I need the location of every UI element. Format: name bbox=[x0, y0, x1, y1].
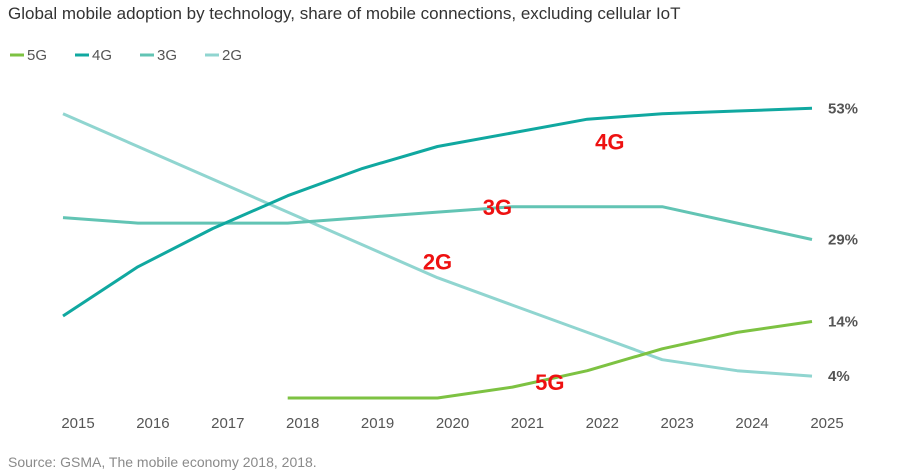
legend-label-2g: 2G bbox=[222, 47, 242, 64]
x-tick-label: 2015 bbox=[61, 415, 94, 432]
legend-label-3g: 3G bbox=[157, 47, 177, 64]
inline-label-3g: 3G bbox=[483, 195, 512, 220]
end-label-4g: 53% bbox=[828, 100, 858, 117]
series-line-2g bbox=[62, 112, 813, 378]
x-tick-label: 2021 bbox=[511, 415, 544, 432]
x-axis-ticks: 2015 2016 2017 2018 2019 2020 2021 2022 2023 2024… bbox=[61, 415, 843, 432]
legend-label-4g: 4G bbox=[92, 47, 112, 64]
x-tick-label: 2016 bbox=[136, 415, 169, 432]
chart-title: Global mobile adoption by technology, sh… bbox=[8, 4, 681, 23]
end-label-2g: 4% bbox=[828, 368, 850, 385]
legend: 5G 4G 3G 2G bbox=[10, 47, 242, 64]
series-line-5g bbox=[287, 320, 813, 400]
x-tick-label: 2023 bbox=[661, 415, 694, 432]
x-tick-label: 2025 bbox=[810, 415, 843, 432]
inline-series-labels: 5G 4G 3G 2G bbox=[423, 129, 625, 395]
series-lines bbox=[62, 106, 813, 400]
inline-label-5g: 5G bbox=[535, 370, 564, 395]
series-line-3g bbox=[62, 205, 813, 241]
legend-label-5g: 5G bbox=[27, 47, 47, 64]
x-tick-label: 2017 bbox=[211, 415, 244, 432]
inline-label-4g: 4G bbox=[595, 129, 624, 154]
source-note: Source: GSMA, The mobile economy 2018, 2… bbox=[8, 454, 317, 470]
end-labels: 14% 53% 29% 4% bbox=[828, 100, 858, 385]
x-tick-label: 2024 bbox=[735, 415, 768, 432]
inline-label-2g: 2G bbox=[423, 250, 452, 275]
end-label-3g: 29% bbox=[828, 231, 858, 248]
end-label-5g: 14% bbox=[828, 313, 858, 330]
x-tick-label: 2020 bbox=[436, 415, 469, 432]
x-tick-label: 2022 bbox=[586, 415, 619, 432]
x-tick-label: 2018 bbox=[286, 415, 319, 432]
series-line-4g bbox=[62, 106, 813, 318]
x-tick-label: 2019 bbox=[361, 415, 394, 432]
